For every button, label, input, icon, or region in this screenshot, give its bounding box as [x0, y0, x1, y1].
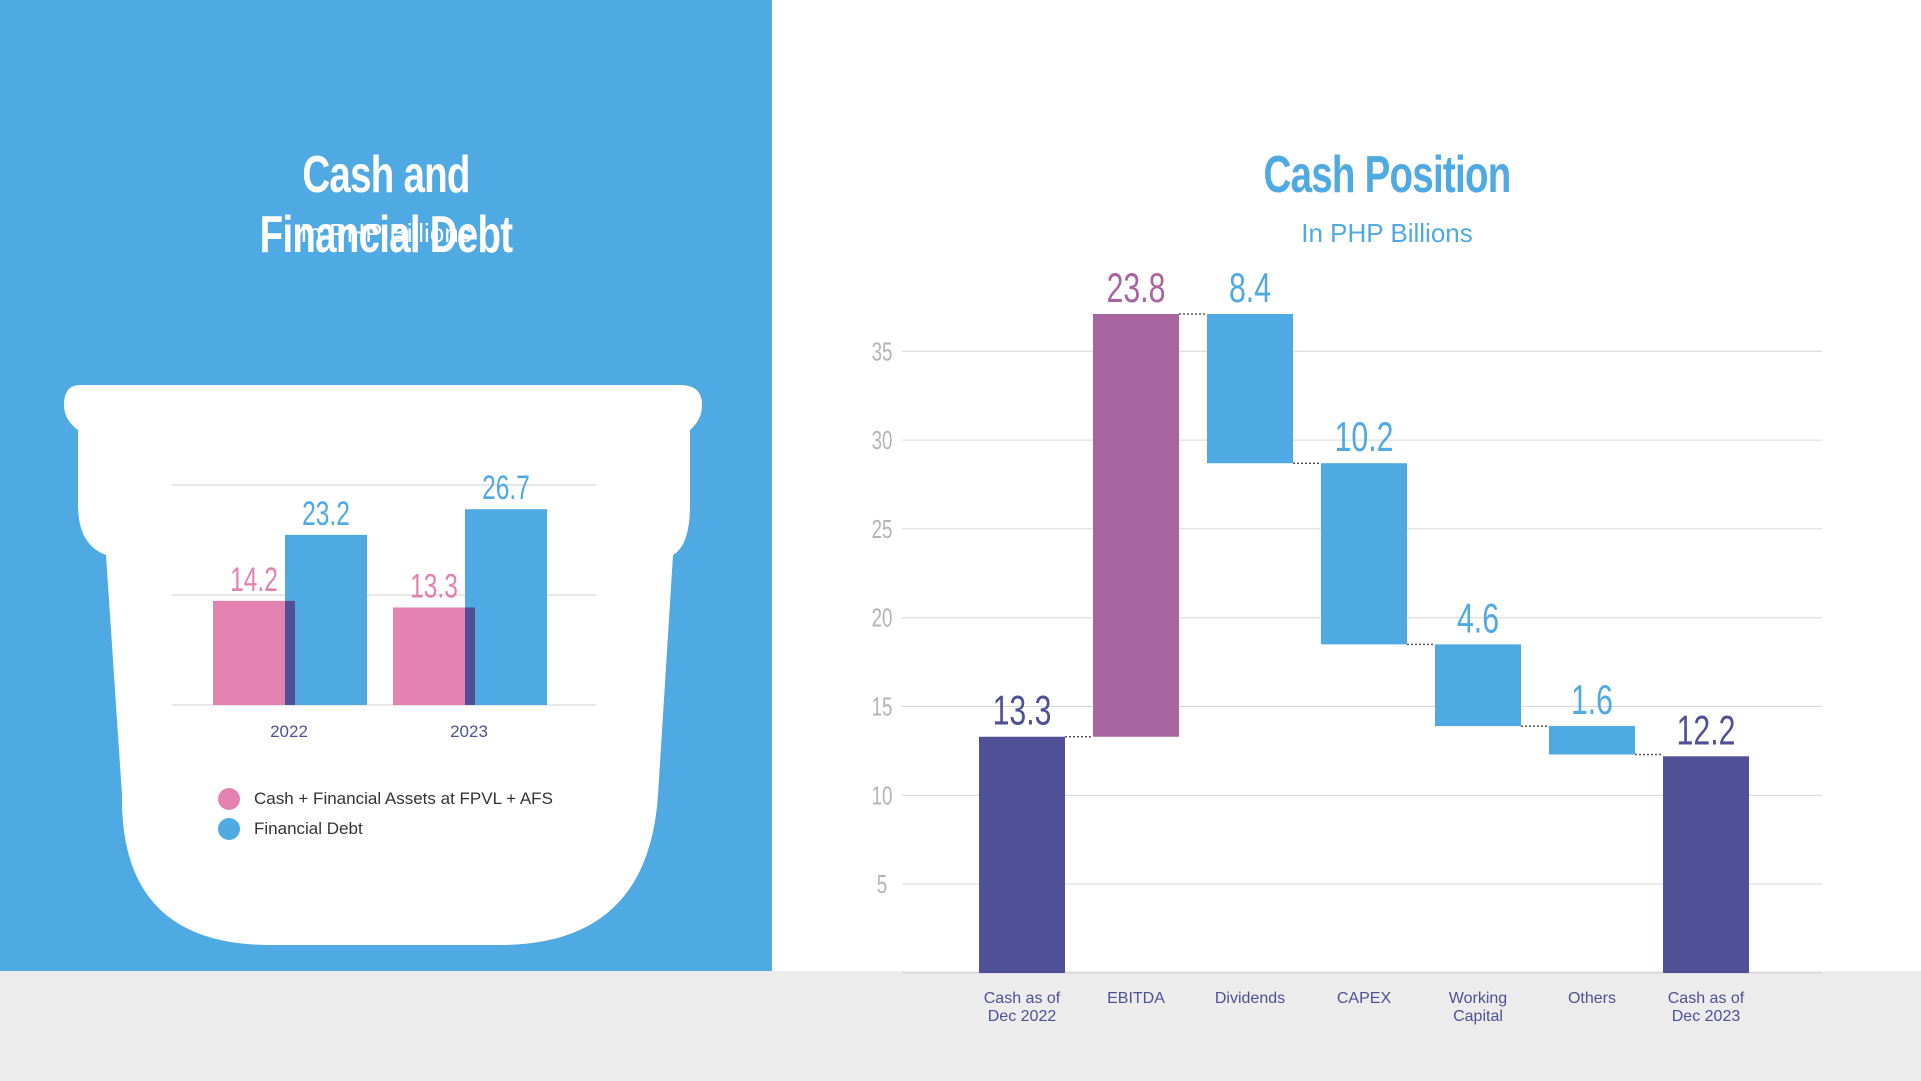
label-step-4: 4.6 [1457, 595, 1499, 642]
x-tick-4-1: Capital [1453, 1008, 1503, 1025]
legend-label-debt: Financial Debt [254, 819, 363, 838]
bar-debt-2022 [285, 534, 367, 705]
bar-step-1 [1093, 314, 1179, 737]
label-step-5: 1.6 [1571, 676, 1613, 723]
x-tick-6-0: Cash as of [1668, 990, 1745, 1007]
label-cash-2023: 13.3 [410, 568, 458, 606]
right-chart-subtitle: In PHP Billions [1301, 218, 1473, 248]
y-tick-20: 20 [872, 603, 893, 633]
bar-step-5 [1549, 726, 1635, 755]
bar-cash-2022 [213, 600, 295, 705]
label-step-6: 12.2 [1677, 706, 1736, 753]
left-chart-title: Cash and Financial Debt [259, 146, 513, 264]
y-tick-5: 5 [877, 869, 887, 899]
y-tick-15: 15 [872, 691, 893, 721]
legend-swatch-blue [218, 818, 240, 840]
bar-overlap-2023 [465, 607, 475, 705]
right-chart-title: Cash Position [1263, 146, 1512, 204]
label-cash-2022: 14.2 [230, 561, 278, 599]
label-debt-2022: 23.2 [302, 495, 350, 533]
y-tick-25: 25 [872, 514, 893, 544]
legend-swatch-pink [218, 788, 240, 810]
bar-step-4 [1435, 644, 1521, 727]
bar-step-0 [979, 736, 1065, 973]
legend-item-debt: Financial Debt [218, 818, 363, 840]
y-tick-30: 30 [872, 425, 893, 455]
x-tick-6-1: Dec 2023 [1672, 1008, 1741, 1025]
x-tick-5-0: Others [1568, 990, 1616, 1007]
bar-debt-2023 [465, 509, 547, 705]
label-debt-2023: 26.7 [482, 469, 530, 507]
bar-step-3 [1321, 463, 1407, 645]
x-tick-3-0: CAPEX [1337, 990, 1392, 1007]
x-tick-2-0: Dividends [1215, 990, 1285, 1007]
bar-overlap-2022 [285, 600, 295, 705]
footer-band [0, 971, 1921, 1081]
legend-label-cash: Cash + Financial Assets at FPVL + AFS [254, 789, 553, 808]
x-tick-0-0: Cash as of [984, 990, 1061, 1007]
legend-item-cash: Cash + Financial Assets at FPVL + AFS [218, 788, 553, 810]
y-tick-10: 10 [872, 780, 893, 810]
label-step-1: 23.8 [1107, 264, 1166, 311]
x-tick-4-0: Working [1449, 990, 1507, 1007]
label-step-2: 8.4 [1229, 264, 1271, 311]
x-tick-0-1: Dec 2022 [988, 1008, 1057, 1025]
bar-step-2 [1207, 314, 1293, 464]
y-tick-35: 35 [872, 336, 893, 366]
x-tick-1-0: EBITDA [1107, 990, 1165, 1007]
label-step-0: 13.3 [993, 687, 1052, 734]
x-tick-2022: 2022 [270, 722, 308, 741]
label-step-3: 10.2 [1335, 413, 1394, 460]
left-chart-subtitle: In PHP Billions [300, 218, 472, 248]
bar-step-6 [1663, 756, 1749, 973]
x-tick-2023: 2023 [450, 722, 488, 741]
bar-cash-2023 [393, 607, 475, 705]
